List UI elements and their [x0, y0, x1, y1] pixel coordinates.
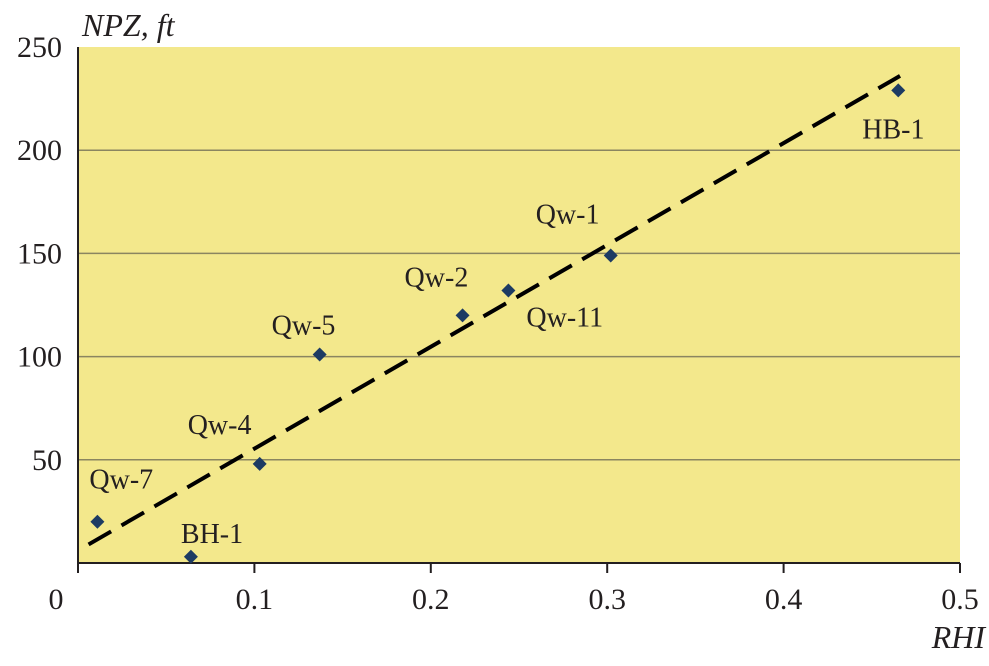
point-label: Qw-2	[405, 262, 469, 293]
data-point	[312, 347, 327, 362]
x-tick-label: 0.2	[412, 583, 450, 616]
y-tick-label: 250	[17, 31, 62, 64]
point-label: BH-1	[181, 519, 243, 550]
y-tick-label: 100	[17, 341, 62, 374]
x-tick-label: 0.4	[765, 583, 803, 616]
data-point	[455, 308, 470, 323]
x-tick-label: 0.5	[941, 583, 979, 616]
data-point	[90, 514, 105, 529]
point-label: Qw-1	[536, 199, 600, 230]
x-tick-label: 0.1	[236, 583, 274, 616]
x-tick-label: 0	[49, 583, 64, 616]
y-tick-label: 200	[17, 134, 62, 167]
point-label: Qw-11	[526, 303, 603, 334]
data-point	[183, 549, 198, 564]
point-label: Qw-7	[89, 465, 153, 496]
plot-area	[78, 47, 960, 563]
x-tick-label: 0.3	[588, 583, 626, 616]
point-label: Qw-5	[272, 311, 336, 342]
data-point	[891, 83, 906, 98]
y-tick-label: 50	[32, 444, 62, 477]
point-label: Qw-4	[188, 410, 252, 441]
y-tick-label: 150	[17, 237, 62, 270]
data-point	[501, 283, 516, 298]
data-point	[252, 456, 267, 471]
y-axis-label: NPZ, ft	[81, 7, 176, 43]
data-point	[603, 248, 618, 263]
point-label: HB-1	[862, 114, 924, 145]
trend-line	[87, 74, 902, 547]
x-axis-label: RHI	[931, 619, 987, 655]
